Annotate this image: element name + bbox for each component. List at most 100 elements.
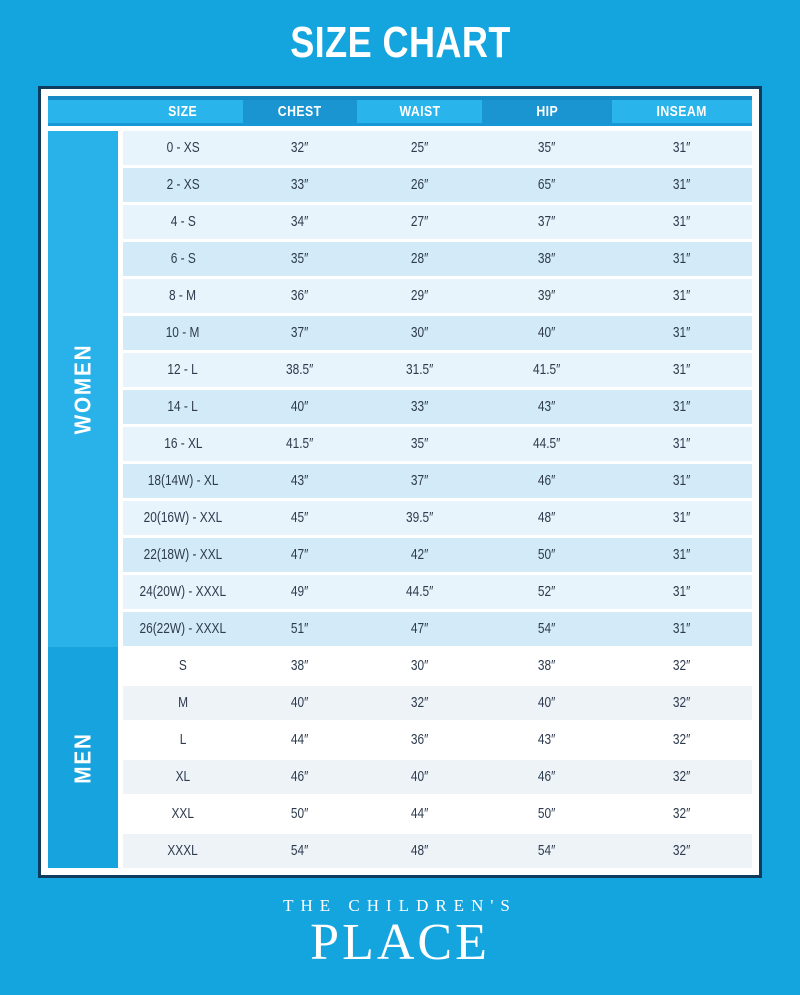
inseam-cell: 31″ xyxy=(612,168,752,202)
inseam-cell-value: 32″ xyxy=(673,732,691,748)
waist-cell: 44″ xyxy=(357,797,482,831)
size-cell: 26(22W) - XXXL xyxy=(123,612,243,646)
size-cell: XXXL xyxy=(123,834,243,868)
hip-cell-value: 43″ xyxy=(538,732,556,748)
size-cell-value: 22(18W) - XXL xyxy=(143,547,223,563)
hip-cell-value: 52″ xyxy=(538,584,556,600)
hip-cell-value: 54″ xyxy=(538,843,556,859)
inseam-cell-value: 32″ xyxy=(673,658,691,674)
hip-cell-value: 50″ xyxy=(538,806,556,822)
size-cell: 12 - L xyxy=(123,353,243,387)
inseam-cell-value: 32″ xyxy=(673,806,691,822)
page-title: SIZE CHART xyxy=(0,18,800,68)
inseam-cell: 31″ xyxy=(612,464,752,498)
inseam-cell: 32″ xyxy=(612,686,752,720)
table-row: 16 - XL 41.5″ 35″ 44.5″ 31″ xyxy=(123,427,752,461)
hip-cell-value: 65″ xyxy=(538,177,556,193)
chest-cell-value: 45″ xyxy=(291,510,309,526)
waist-cell-value: 30″ xyxy=(410,325,429,341)
size-cell: 6 - S xyxy=(123,242,243,276)
table-row: 8 - M 36″ 29″ 39″ 31″ xyxy=(123,279,752,313)
chest-cell-value: 46″ xyxy=(291,769,309,785)
table-row: 0 - XS 32″ 25″ 35″ 31″ xyxy=(123,131,752,165)
table-row: XXXL 54″ 48″ 54″ 32″ xyxy=(123,834,752,868)
size-cell-value: 6 - S xyxy=(170,251,196,267)
size-cell: 8 - M xyxy=(123,279,243,313)
chest-cell-value: 49″ xyxy=(291,584,309,600)
chest-cell: 43″ xyxy=(243,464,357,498)
chest-cell: 46″ xyxy=(243,760,357,794)
inseam-cell: 31″ xyxy=(612,353,752,387)
size-cell: XL xyxy=(123,760,243,794)
chest-cell-value: 40″ xyxy=(291,695,309,711)
size-cell: 10 - M xyxy=(123,316,243,350)
header-waist: WAIST xyxy=(357,100,482,123)
waist-cell-value: 29″ xyxy=(410,288,429,304)
hip-cell-value: 54″ xyxy=(538,621,556,637)
inseam-cell-value: 31″ xyxy=(673,399,691,415)
table-row: 26(22W) - XXXL 51″ 47″ 54″ 31″ xyxy=(123,612,752,646)
waist-cell: 26″ xyxy=(357,168,482,202)
table-row: 14 - L 40″ 33″ 43″ 31″ xyxy=(123,390,752,424)
table-row: M 40″ 32″ 40″ 32″ xyxy=(123,686,752,720)
waist-cell-value: 27″ xyxy=(410,214,429,230)
chest-cell: 40″ xyxy=(243,686,357,720)
waist-cell: 44.5″ xyxy=(357,575,482,609)
waist-cell: 30″ xyxy=(357,316,482,350)
size-cell-value: 10 - M xyxy=(166,325,200,341)
waist-cell-value: 30″ xyxy=(410,658,429,674)
hip-cell-value: 44.5″ xyxy=(533,436,561,452)
hip-cell: 37″ xyxy=(482,205,612,239)
waist-cell-value: 47″ xyxy=(410,621,429,637)
waist-cell-value: 33″ xyxy=(410,399,429,415)
hip-cell: 48″ xyxy=(482,501,612,535)
women-section-label: WOMEN xyxy=(69,343,96,435)
inseam-cell: 31″ xyxy=(612,538,752,572)
waist-cell: 47″ xyxy=(357,612,482,646)
hip-cell: 38″ xyxy=(482,242,612,276)
chest-cell: 49″ xyxy=(243,575,357,609)
size-cell-value: L xyxy=(179,732,187,748)
hip-cell-value: 38″ xyxy=(538,251,556,267)
inseam-cell: 32″ xyxy=(612,760,752,794)
inseam-cell: 32″ xyxy=(612,649,752,683)
waist-cell: 30″ xyxy=(357,649,482,683)
table-row: 2 - XS 33″ 26″ 65″ 31″ xyxy=(123,168,752,202)
inseam-cell-value: 32″ xyxy=(673,695,691,711)
waist-cell: 29″ xyxy=(357,279,482,313)
table-row: L 44″ 36″ 43″ 32″ xyxy=(123,723,752,757)
chest-cell-value: 54″ xyxy=(291,843,309,859)
chest-cell-value: 41.5″ xyxy=(286,436,314,452)
inseam-cell: 31″ xyxy=(612,390,752,424)
inseam-cell: 31″ xyxy=(612,131,752,165)
size-cell: 0 - XS xyxy=(123,131,243,165)
waist-cell-value: 32″ xyxy=(410,695,429,711)
chest-cell: 38″ xyxy=(243,649,357,683)
chest-cell-value: 36″ xyxy=(291,288,309,304)
inseam-cell-value: 31″ xyxy=(673,510,691,526)
hip-cell: 54″ xyxy=(482,834,612,868)
size-cell-value: XXXL xyxy=(167,843,199,859)
chest-cell-value: 32″ xyxy=(291,140,309,156)
hip-cell-value: 40″ xyxy=(538,695,556,711)
waist-cell: 40″ xyxy=(357,760,482,794)
waist-cell: 28″ xyxy=(357,242,482,276)
waist-cell: 33″ xyxy=(357,390,482,424)
table-row: 22(18W) - XXL 47″ 42″ 50″ 31″ xyxy=(123,538,752,572)
inseam-cell: 31″ xyxy=(612,316,752,350)
chest-cell: 44″ xyxy=(243,723,357,757)
inseam-cell: 31″ xyxy=(612,575,752,609)
hip-cell: 39″ xyxy=(482,279,612,313)
size-cell: L xyxy=(123,723,243,757)
table-row: XXL 50″ 44″ 50″ 32″ xyxy=(123,797,752,831)
waist-cell: 35″ xyxy=(357,427,482,461)
size-cell: 4 - S xyxy=(123,205,243,239)
waist-cell-value: 25″ xyxy=(410,140,429,156)
chest-cell-value: 50″ xyxy=(291,806,309,822)
chest-cell-value: 44″ xyxy=(291,732,309,748)
inseam-cell-value: 31″ xyxy=(673,177,691,193)
hip-cell-value: 40″ xyxy=(538,325,556,341)
hip-cell: 65″ xyxy=(482,168,612,202)
size-cell: 18(14W) - XL xyxy=(123,464,243,498)
hip-cell: 46″ xyxy=(482,464,612,498)
